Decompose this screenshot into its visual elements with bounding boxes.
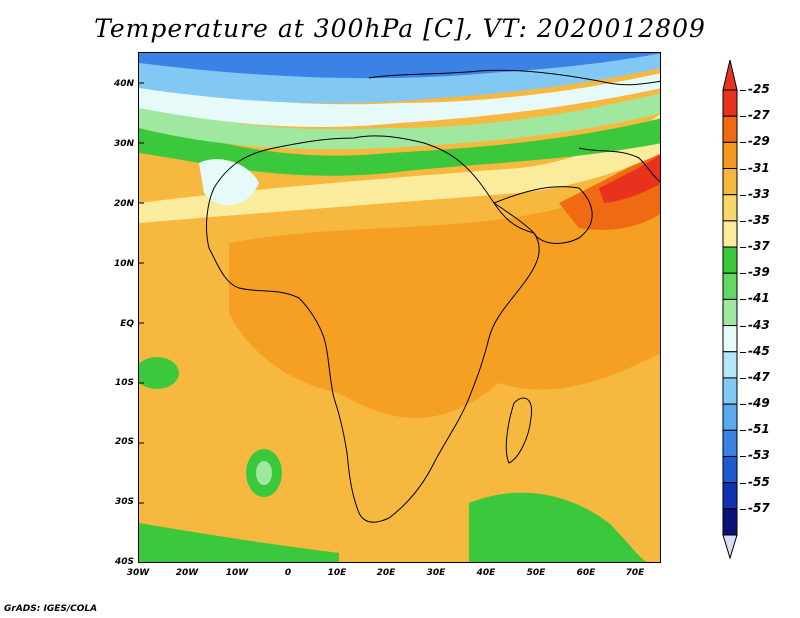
madagascar-coastline [505,397,533,464]
colorbar-label: -29 [748,134,770,149]
field-south-green-west [139,523,339,562]
colorbar-label: -49 [748,396,770,411]
lon-label-40e: 40E [476,568,496,578]
lat-label-20n: 20N [113,199,134,209]
field-pale-patch [199,159,259,206]
lat-label-10s: 10S [114,378,134,388]
field-light-green-blob [256,461,272,485]
colorbar-cell [722,429,738,457]
footer-credit: GrADS: IGES/COLA [4,604,98,614]
colorbar-label: -35 [748,212,770,227]
colorbar-tick [740,273,746,275]
colorbar-cell [722,141,738,170]
colorbar-cell [722,325,738,353]
colorbar-cell [722,403,738,431]
lat-label-40s: 40S [114,557,134,567]
map-ticks [139,82,144,504]
colorbar-tick [740,456,746,458]
lat-label-30s: 30S [114,497,134,507]
colorbar-label: -57 [748,500,770,515]
colorbar-tick [740,508,746,510]
field-green-band [139,118,660,176]
colorbar-tick [740,325,746,327]
colorbar-label: -25 [748,82,770,96]
temperature-field [139,53,660,562]
arabia-coastline [492,186,593,244]
colorbar-label: -37 [748,239,770,254]
lat-label-10n: 10N [113,259,134,269]
lat-label-40n: 40N [113,79,134,89]
colorbar-tick [740,116,746,118]
lon-label-20w: 20W [175,568,199,578]
temperature-map [138,52,661,563]
colorbar-label: -31 [748,160,770,175]
field-warm-band [229,164,660,418]
colorbar-label: -43 [748,317,770,332]
colorbar-tick [740,142,746,144]
africa-coastline [206,135,540,523]
colorbar-tick [740,220,746,222]
colorbar-cells [722,89,738,536]
lon-label-10w: 10W [225,568,249,578]
colorbar-cell [722,455,738,484]
colorbar-bottom-arrow [722,534,738,560]
colorbar [722,60,738,560]
colorbar-label: -33 [748,186,770,201]
field-deep-blue-band [139,53,660,79]
colorbar-cell [722,220,738,248]
colorbar-cell [722,482,738,510]
field-green-blob-atlantic [139,357,179,389]
field-hottest-patch [599,154,660,203]
colorbar-tick [740,351,746,353]
colorbar-cell [722,377,738,405]
colorbar-tick [740,194,746,196]
colorbar-cell [722,298,738,327]
colorbar-tick [740,247,746,249]
colorbar-tick [740,299,746,301]
field-yellow-band [139,114,660,223]
colorbar-label: -45 [748,343,770,358]
lat-label-20s: 20S [114,437,134,447]
lat-label-30n: 30N [113,139,134,149]
lon-label-70e: 70E [625,568,645,578]
colorbar-tick [740,377,746,379]
colorbar-label: -27 [748,108,770,123]
colorbar-label: -53 [748,448,770,463]
map-title: Temperature at 300hPa [C], VT: 202001280… [94,14,706,43]
lon-label-0: 0 [284,568,292,578]
colorbar-tick [740,482,746,484]
colorbar-cell [722,246,738,274]
field-pale-band [139,73,660,128]
colorbar-label: -39 [748,265,770,280]
colorbar-cell [722,115,738,143]
lon-label-30w: 30W [126,568,150,578]
colorbar-cell [722,351,738,379]
lat-label-eq: EQ [120,319,134,329]
lon-label-20e: 20E [376,568,396,578]
colorbar-cell [722,89,738,117]
lon-label-30e: 30E [426,568,446,578]
lon-label-50e: 50E [526,568,546,578]
colorbar-cell [722,508,738,536]
colorbar-top-arrow [722,60,738,91]
lon-label-10e: 10E [327,568,347,578]
field-south-green-east [469,492,647,562]
lon-label-60e: 60E [576,568,596,578]
colorbar-tick [740,168,746,170]
colorbar-cell [722,194,738,222]
colorbar-label: -47 [748,369,770,384]
colorbar-tick [740,404,746,406]
colorbar-label: -51 [748,422,770,437]
europe-coastline [368,69,660,86]
colorbar-tick [740,430,746,432]
colorbar-cell [722,272,738,300]
asia-coastline [578,147,660,183]
colorbar-cell [722,168,738,196]
colorbar-tick [740,90,746,91]
colorbar-label: -55 [748,474,770,489]
colorbar-label: -41 [748,291,770,306]
field-light-green-band [139,93,660,150]
